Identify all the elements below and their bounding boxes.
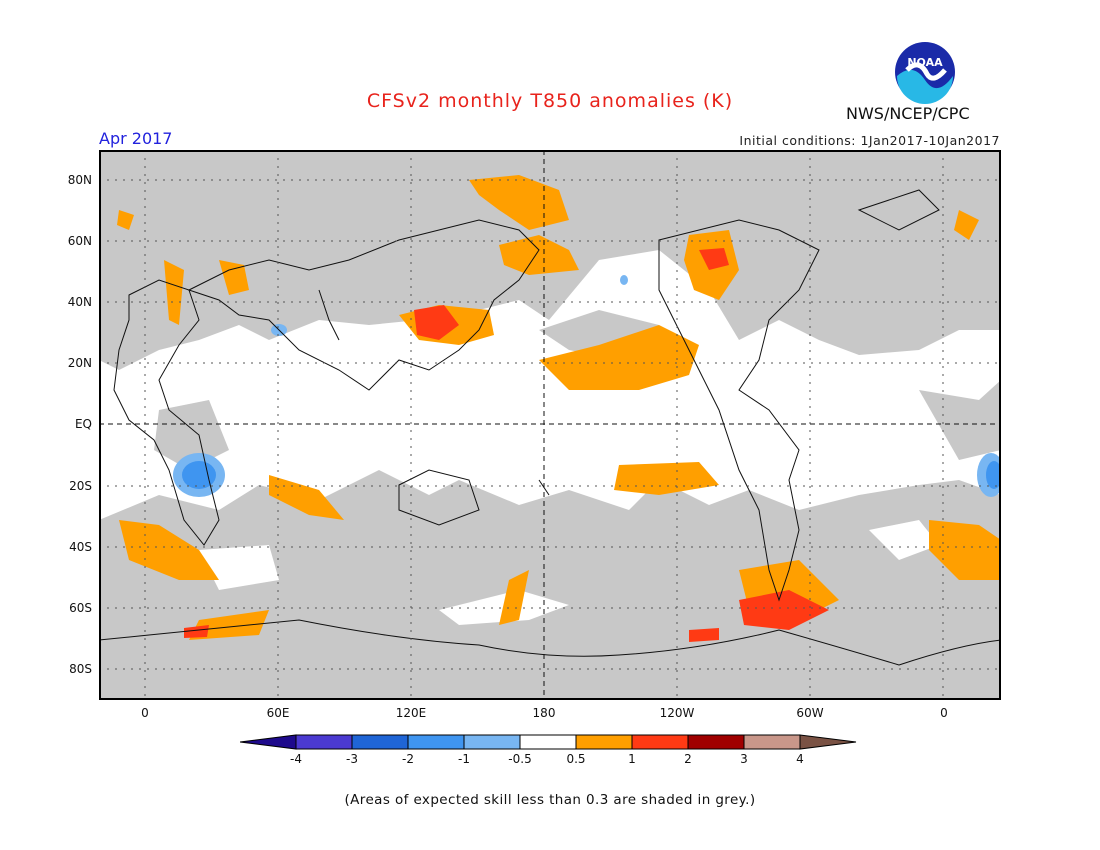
colorbar-swatch — [631, 734, 689, 750]
lon-label-60w: 60W — [796, 706, 824, 720]
lat-label-eq: EQ — [74, 417, 92, 431]
colorbar-label: -4 — [290, 752, 302, 766]
lat-label-60n: 60N — [67, 234, 92, 248]
lon-label-180: 180 — [532, 706, 556, 720]
cool-anomaly-africa — [173, 453, 225, 497]
logo-text: NOAA — [907, 56, 943, 69]
colorbar-swatch — [463, 734, 521, 750]
chart-title: CFSv2 monthly T850 anomalies (K) — [366, 90, 734, 112]
colorbar-label: -2 — [402, 752, 414, 766]
initial-conditions: Initial conditions: 1Jan2017-10Jan2017 — [739, 133, 1000, 148]
lon-label-0: 0 — [141, 706, 149, 720]
lat-label-40n: 40N — [67, 295, 92, 309]
colorbar-swatch — [575, 734, 633, 750]
lat-label-20s: 20S — [69, 479, 92, 493]
agency-label: NWS/NCEP/CPC — [846, 104, 970, 123]
colorbar-swatch — [743, 734, 801, 750]
forecast-month: Apr 2017 — [99, 129, 173, 148]
skill-note: (Areas of expected skill less than 0.3 a… — [344, 792, 756, 808]
colorbar-label: 1 — [628, 752, 636, 766]
colorbar-swatch — [351, 734, 409, 750]
anomaly-map — [99, 150, 1001, 700]
colorbar-label: 3 — [740, 752, 748, 766]
colorbar-arrow-low — [240, 734, 297, 750]
lat-label-80n: 80N — [67, 173, 92, 187]
lon-label-120w: 120W — [659, 706, 695, 720]
lon-label-0-east: 0 — [940, 706, 948, 720]
colorbar-label: -0.5 — [508, 752, 532, 766]
colorbar-label: 4 — [796, 752, 804, 766]
colorbar-label: 0.5 — [566, 752, 586, 766]
lon-label-120e: 120E — [395, 706, 427, 720]
colorbar-label: -3 — [346, 752, 358, 766]
colorbar-swatch — [687, 734, 745, 750]
lat-label-60s: 60S — [69, 601, 92, 615]
lat-label-80s: 80S — [69, 662, 92, 676]
colorbar-arrow-high — [799, 734, 857, 750]
colorbar-swatch — [295, 734, 353, 750]
lat-label-40s: 40S — [69, 540, 92, 554]
noaa-logo-icon: NOAA — [895, 42, 955, 104]
lon-label-60e: 60E — [266, 706, 290, 720]
lat-label-20n: 20N — [67, 356, 92, 370]
colorbar-swatch — [407, 734, 465, 750]
colorbar-label: -1 — [458, 752, 470, 766]
colorbar — [240, 734, 857, 750]
colorbar-swatch — [519, 734, 577, 750]
colorbar-label: 2 — [684, 752, 692, 766]
